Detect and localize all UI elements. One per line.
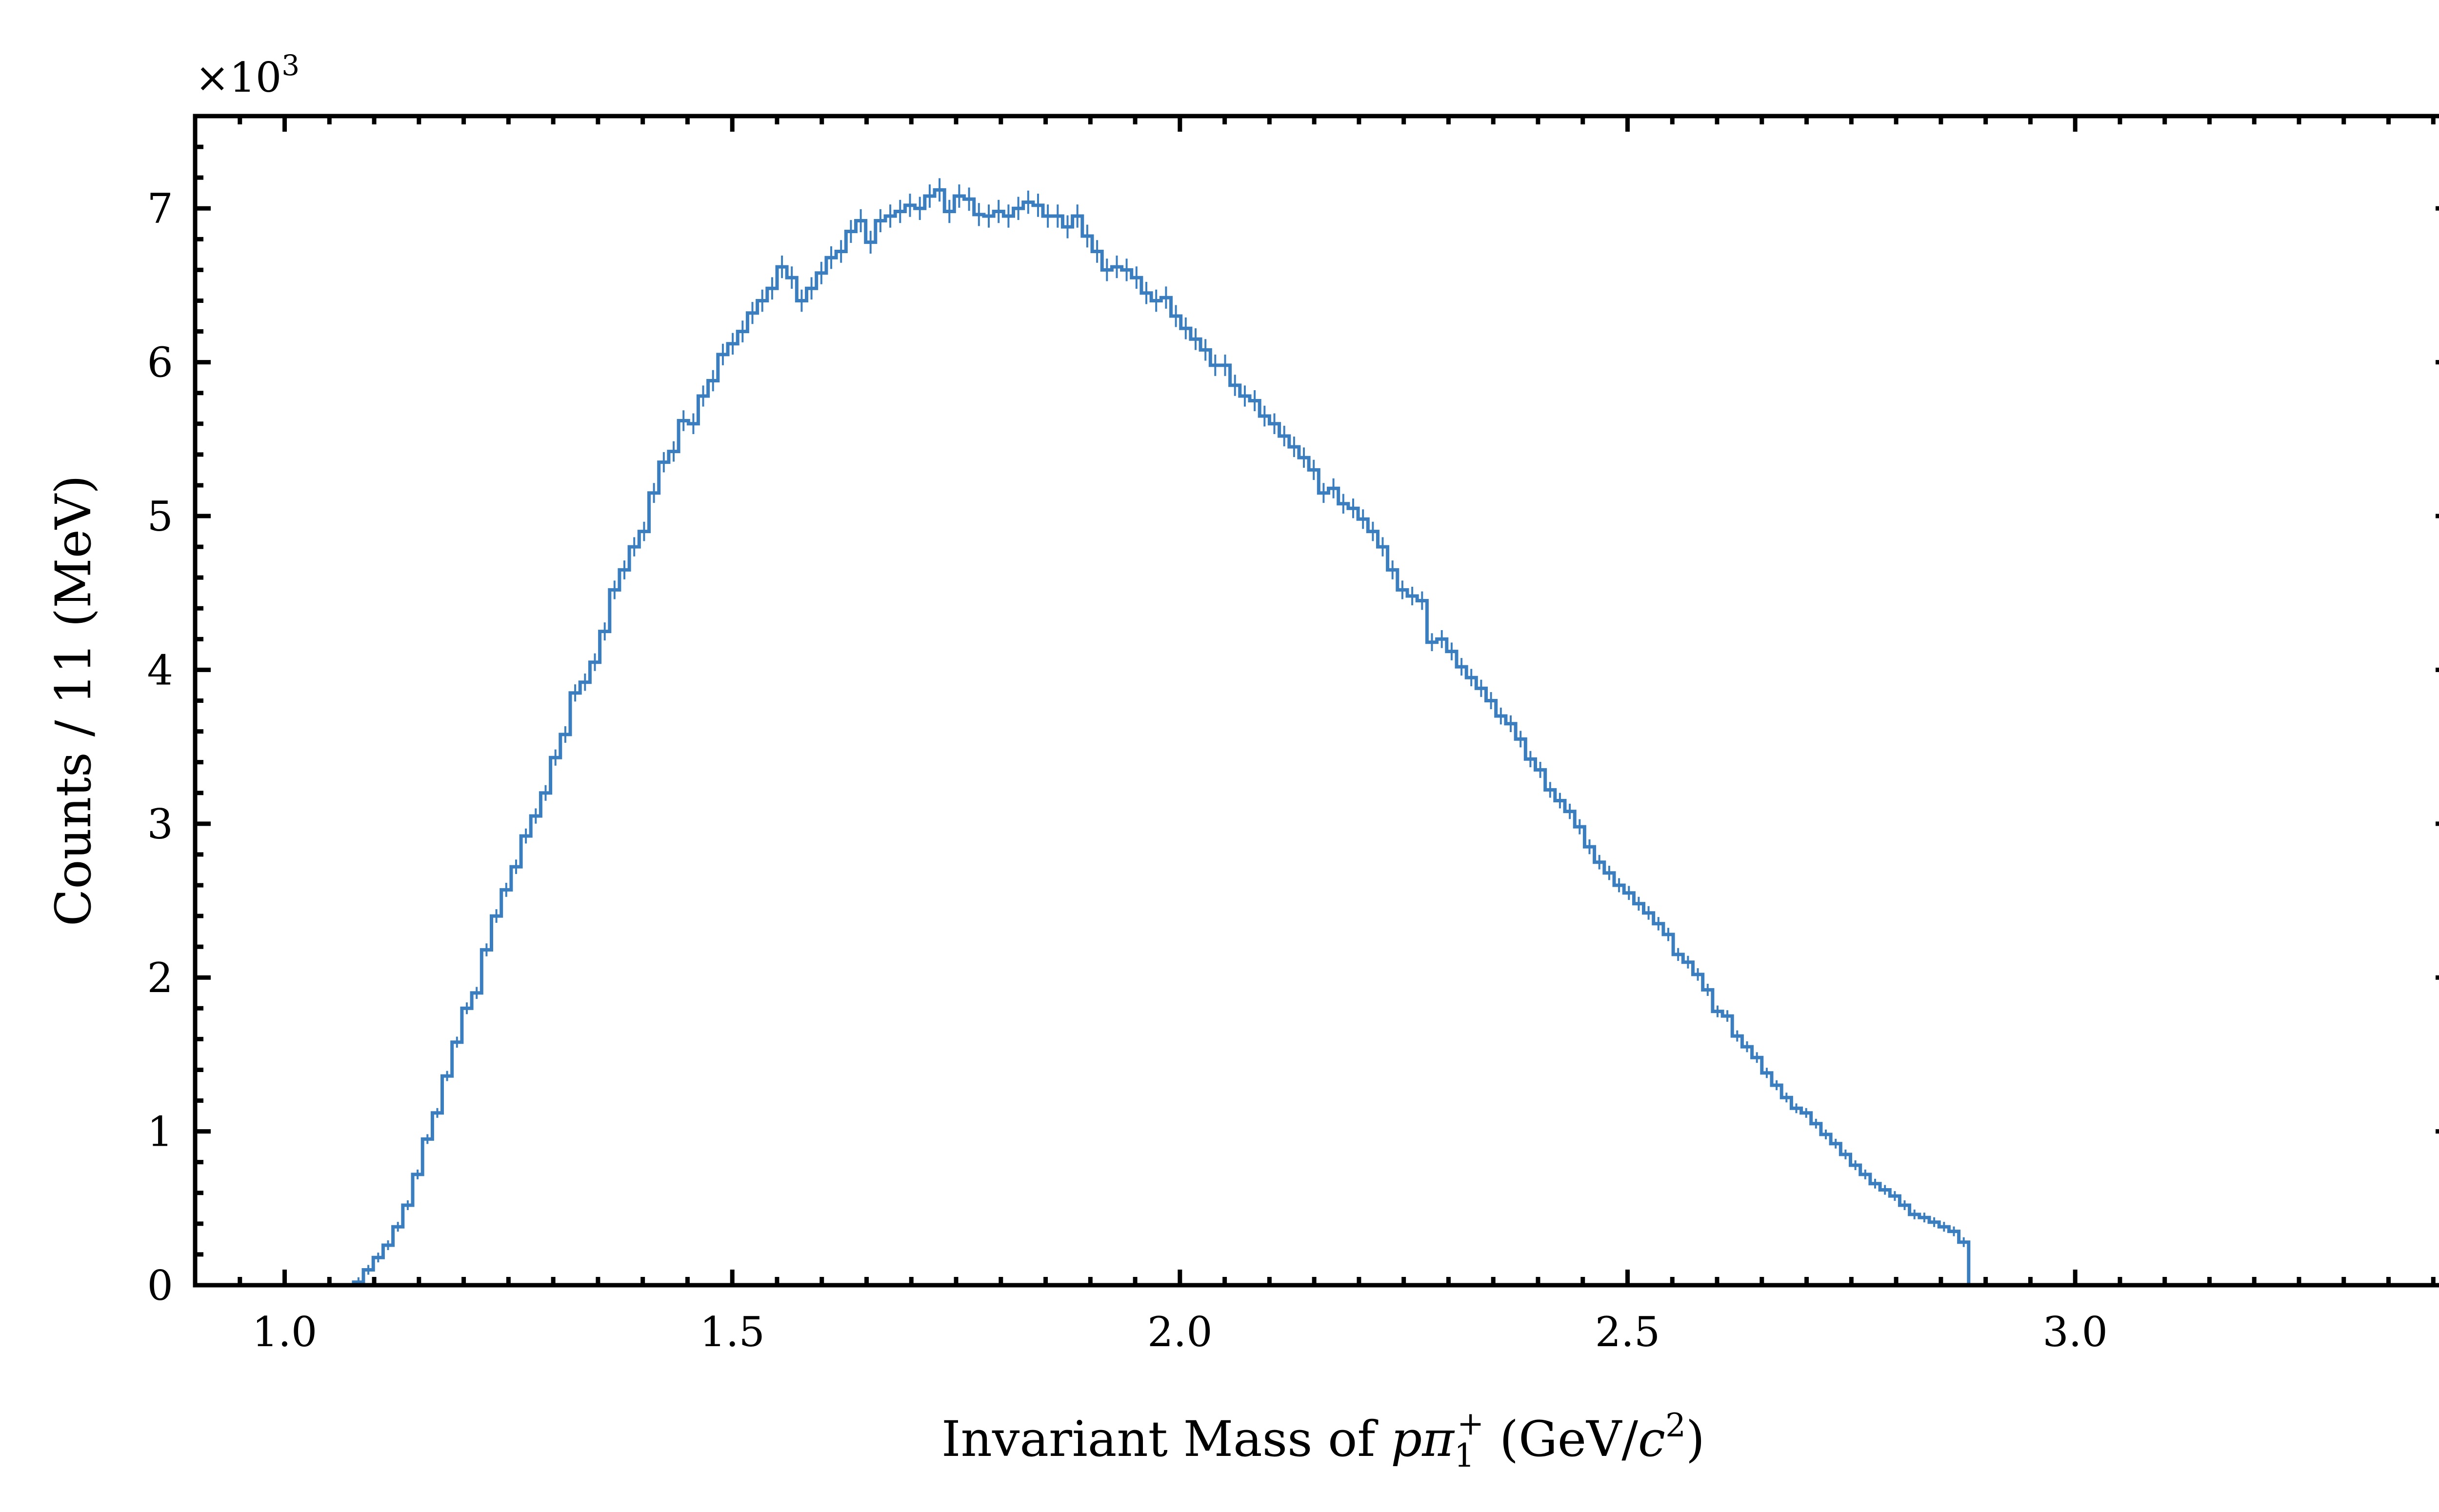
histogram-step-line — [284, 188, 1971, 1287]
y-multiplier-exponent: 3 — [281, 49, 300, 82]
axes-frame — [193, 114, 2439, 1288]
x-axis-title-power: 2 — [1665, 1407, 1686, 1444]
y-tick-label: 7 — [147, 185, 173, 233]
y-tick-label: 5 — [147, 493, 173, 540]
x-axis-title-unit: (GeV/ — [1484, 1411, 1638, 1468]
x-axis-title: Invariant Mass of pπ1+ (GeV/c2) — [941, 1405, 1705, 1474]
x-tick-label: 1.0 — [252, 1308, 318, 1356]
y-tick-label: 6 — [147, 339, 173, 387]
y-tick-label: 1 — [147, 1108, 173, 1156]
x-tick-label: 3.0 — [2042, 1308, 2108, 1356]
x-axis-title-p: p — [1391, 1411, 1422, 1468]
x-axis-title-close: ) — [1686, 1411, 1705, 1468]
tick-labels: 1.0 1.5 2.0 2.5 3.0 0 1 2 3 4 5 6 7 — [147, 185, 2108, 1356]
y-multiplier-label: ×103 — [195, 49, 300, 101]
y-tick-label: 3 — [147, 800, 173, 848]
x-axis-title-superscript: + — [1457, 1405, 1484, 1442]
x-axis-title-subscript: 1 — [1454, 1437, 1475, 1474]
x-axis-title-pi: π — [1421, 1411, 1455, 1468]
y-tick-label: 2 — [147, 954, 173, 1002]
y-tick-label: 0 — [147, 1262, 173, 1310]
plot-area — [284, 178, 1971, 1287]
x-axis-title-c: c — [1638, 1411, 1665, 1468]
x-tick-label: 2.0 — [1147, 1308, 1213, 1356]
y-tick-label: 4 — [147, 646, 173, 694]
x-tick-label: 1.5 — [700, 1308, 765, 1356]
y-axis-title: Counts / 11 (MeV) — [45, 475, 102, 926]
y-multiplier-base: ×10 — [195, 54, 281, 101]
tick-marks — [193, 114, 2439, 1288]
x-axis-title-text: Invariant Mass of — [941, 1411, 1391, 1468]
x-tick-label: 2.5 — [1595, 1308, 1660, 1356]
